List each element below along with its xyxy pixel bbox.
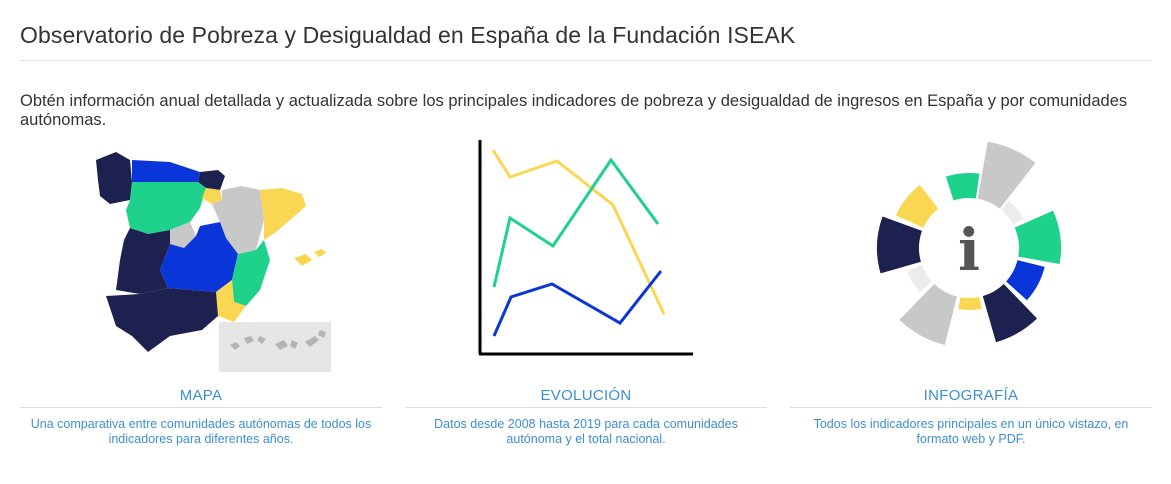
intro-text: Obtén información anual detallada y actu… (20, 92, 1128, 129)
infographic-segment (895, 184, 939, 228)
evolution-card-divider (405, 407, 767, 408)
infographic-card-divider (790, 407, 1152, 408)
evolution-card[interactable]: EVOLUCIÓN Datos desde 2008 hasta 2019 pa… (405, 130, 767, 460)
evolution-card-description: Datos desde 2008 hasta 2019 para cada co… (434, 417, 738, 446)
infographic-segment (945, 173, 980, 201)
infographic-segment (1014, 210, 1061, 264)
info-glyph: i (958, 216, 980, 284)
infographic-segment (982, 283, 1038, 343)
infographic-segment (899, 283, 957, 346)
infographic-segment (877, 216, 923, 274)
infographic-card-label[interactable]: INFOGRAFÍA (923, 387, 1019, 404)
infographic-segment (958, 296, 982, 310)
infographic-segment (1006, 260, 1045, 301)
infographic-card[interactable]: i INFOGRAFÍA Todos los indicadores princ… (790, 130, 1152, 460)
evolution-card-label[interactable]: EVOLUCIÓN (540, 387, 632, 404)
infographic-segment (1001, 200, 1024, 225)
spain-map-icon (96, 152, 331, 372)
infographic-segment (906, 265, 932, 293)
title-divider (20, 60, 1151, 61)
page-title: Observatorio de Pobreza y Desigualdad en… (20, 22, 796, 48)
infographic-segment (977, 141, 1036, 209)
infographic-card-description: Todos los indicadores principales en un … (813, 417, 1129, 446)
map-card[interactable]: MAPA Una comparativa entre comunidades a… (20, 130, 382, 460)
infographic-icon: i (877, 141, 1061, 346)
map-card-divider (20, 407, 382, 408)
map-card-label[interactable]: MAPA (179, 387, 223, 404)
map-card-description: Una comparativa entre comunidades autóno… (30, 417, 372, 446)
line-chart-icon (478, 140, 693, 356)
